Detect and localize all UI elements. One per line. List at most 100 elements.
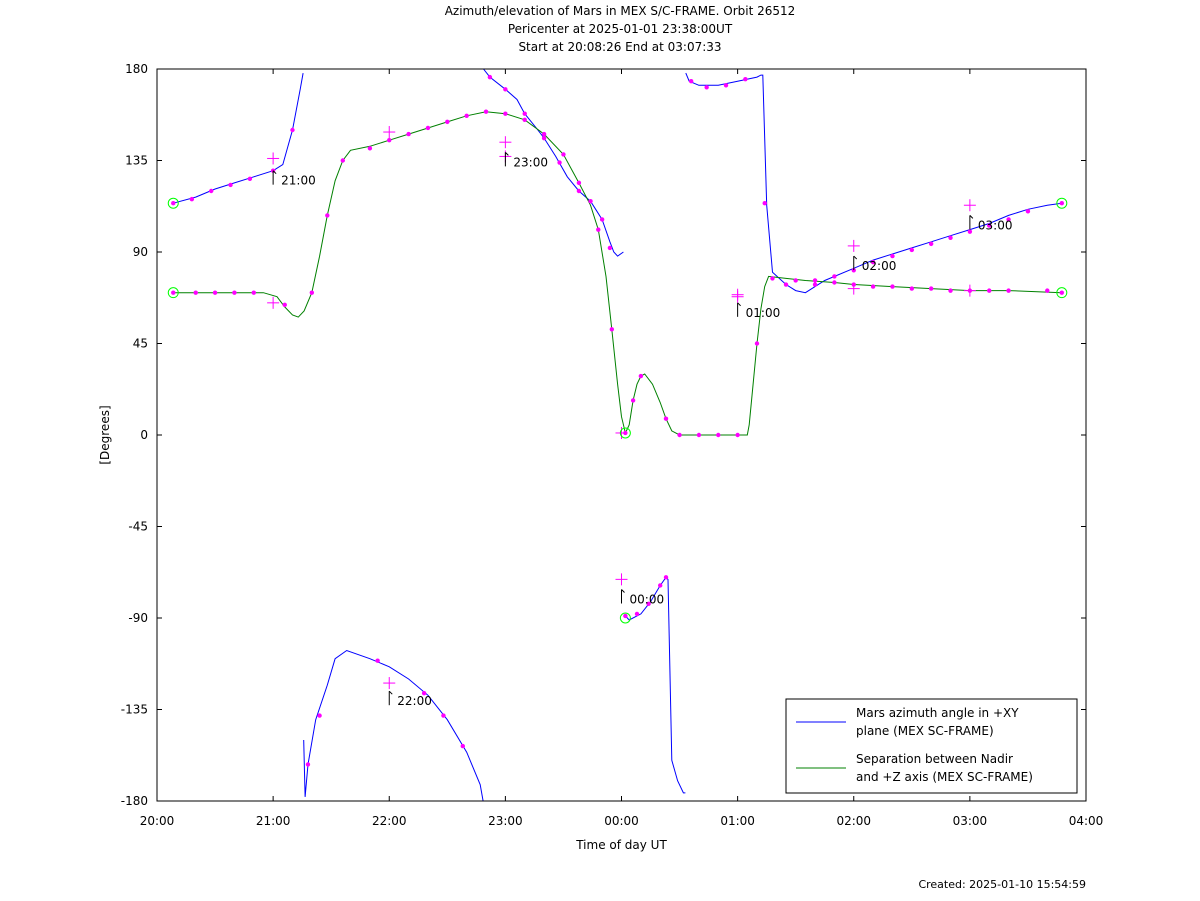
x-tick-label: 00:00: [604, 814, 639, 828]
data-point-marker: [716, 432, 721, 438]
data-point-marker: [487, 74, 493, 80]
data-point-marker: [441, 713, 446, 718]
data-point-marker: [305, 762, 311, 767]
data-point-marker: [193, 290, 198, 295]
legend-label: plane (MEX SC-FRAME): [856, 724, 994, 738]
chart-subtitle-start-end: Start at 20:08:26 End at 03:07:33: [518, 40, 722, 54]
data-point-marker: [696, 432, 702, 438]
data-point-marker: [890, 253, 895, 259]
x-tick-label: 23:00: [488, 814, 523, 828]
data-point-marker: [541, 131, 547, 137]
y-tick-label: -45: [128, 520, 148, 534]
annotation-label: 21:00: [281, 174, 316, 188]
annotation-pointer-head: [388, 690, 393, 695]
data-point-marker: [251, 290, 256, 295]
series-line-0: [173, 73, 304, 204]
data-point-marker: [367, 146, 373, 151]
annotation-pointer-head: [621, 589, 625, 593]
data-point-marker: [754, 341, 760, 346]
chart-title: Azimuth/elevation of Mars in MEX S/C-FRA…: [444, 4, 796, 18]
data-point-marker: [948, 235, 953, 240]
plot-frame: [156, 68, 1087, 802]
x-tick-label: 04:00: [1069, 814, 1104, 828]
data-point-marker: [928, 241, 934, 247]
legend-label: Mars azimuth angle in +XY: [856, 706, 1019, 720]
data-point-marker: [1006, 288, 1011, 293]
data-point-marker: [208, 188, 214, 194]
data-point-marker: [464, 113, 469, 118]
data-point-marker: [770, 276, 775, 281]
legend-label: Separation between Nadir: [856, 752, 1013, 766]
created-timestamp: Created: 2025-01-10 15:54:59: [918, 878, 1086, 891]
data-point-marker: [812, 278, 818, 283]
annotation-pointer-head: [969, 215, 974, 219]
data-point-marker: [1025, 209, 1031, 214]
endpoint-marker: [619, 612, 631, 624]
y-tick-label: 90: [133, 245, 148, 259]
data-point-marker: [677, 432, 682, 438]
data-point-marker: [282, 302, 287, 308]
endpoint-marker: [167, 197, 179, 209]
data-point-marker: [522, 117, 527, 123]
data-point-marker: [212, 290, 218, 295]
data-point-marker: [541, 135, 547, 141]
data-point-marker: [663, 575, 669, 580]
endpoint-marker: [619, 427, 631, 439]
x-tick-label: 22:00: [372, 814, 407, 828]
data-point-marker: [171, 201, 176, 206]
data-point-marker: [609, 327, 615, 332]
annotation-pointer-head: [737, 302, 741, 307]
data-point-marker: [909, 247, 915, 253]
data-point-marker: [171, 290, 176, 295]
data-point-marker: [599, 217, 605, 222]
data-point-marker: [1059, 290, 1065, 295]
data-point-marker: [247, 176, 253, 181]
data-point-marker: [928, 286, 934, 291]
data-point-marker: [704, 85, 709, 90]
data-point-marker: [607, 245, 613, 251]
data-point-marker: [851, 268, 856, 273]
data-point-marker: [987, 223, 992, 228]
data-point-marker: [646, 601, 651, 606]
data-point-marker: [870, 284, 876, 289]
data-point-marker: [576, 188, 582, 194]
data-point-marker: [425, 125, 431, 131]
data-point-marker: [638, 373, 644, 379]
data-point-marker: [658, 583, 663, 588]
data-point-marker: [309, 290, 315, 295]
data-point-marker: [483, 109, 489, 114]
legend: Mars azimuth angle in +XY plane (MEX SC-F…: [785, 698, 1078, 794]
series-line-0: [483, 68, 624, 257]
data-point-marker: [503, 87, 508, 92]
x-tick-label: 20:00: [140, 814, 175, 828]
y-tick-label: 0: [140, 428, 148, 442]
y-tick-label: 135: [125, 154, 148, 168]
data-point-marker: [340, 158, 345, 163]
data-point-marker: [743, 76, 748, 82]
marks-layer: 21:00 22:00 23:00 00:00 01:00 02:00 03:00: [167, 74, 1068, 767]
data-point-marker: [576, 180, 582, 186]
data-point-marker: [561, 152, 566, 157]
legend-label: and +Z axis (MEX SC-FRAME): [856, 770, 1033, 784]
y-tick-label: 180: [125, 62, 148, 76]
data-point-marker: [688, 79, 694, 84]
x-tick-label: 02:00: [836, 814, 871, 828]
annotation-label: 23:00: [513, 155, 548, 169]
data-point-marker: [189, 196, 195, 202]
data-point-marker: [445, 119, 450, 125]
data-point-marker: [421, 691, 427, 696]
data-point-marker: [232, 290, 237, 295]
annotation-label: 03:00: [978, 218, 1013, 232]
data-point-marker: [317, 713, 322, 718]
data-point-marker: [387, 137, 392, 143]
legend-box: [785, 698, 1078, 794]
endpoint-marker: [1056, 197, 1068, 209]
data-point-marker: [890, 284, 895, 289]
data-point-marker: [1059, 201, 1065, 206]
data-point-marker: [596, 227, 601, 232]
data-point-marker: [870, 259, 876, 265]
data-point-marker: [522, 111, 527, 116]
data-point-marker: [967, 229, 973, 234]
endpoint-marker: [167, 287, 179, 299]
